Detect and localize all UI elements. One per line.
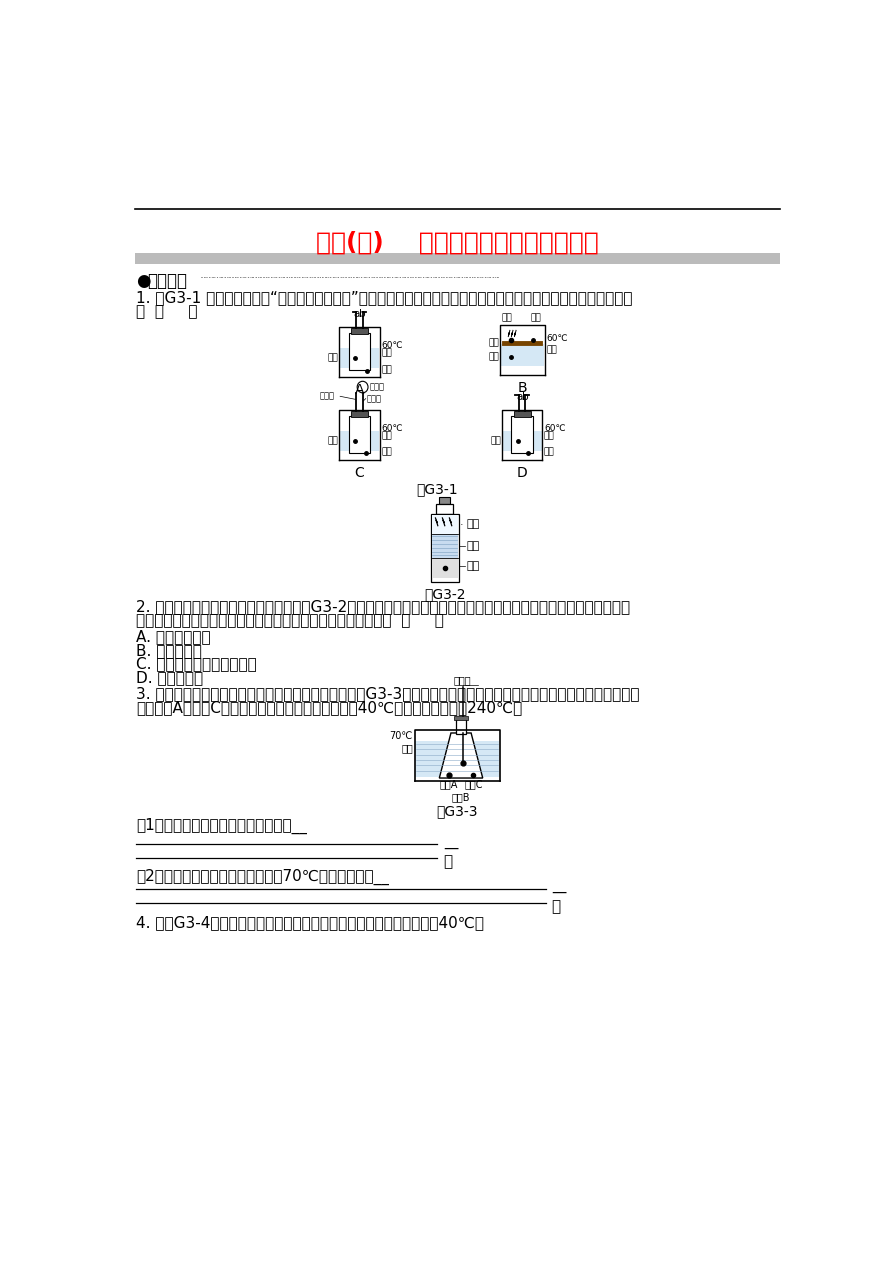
- Text: ●: ●: [136, 273, 151, 290]
- Text: 白磷: 白磷: [501, 313, 512, 322]
- Text: 玻璃管: 玻璃管: [319, 391, 334, 401]
- FancyBboxPatch shape: [340, 348, 379, 369]
- Text: 氧气: 氧气: [467, 520, 480, 529]
- FancyBboxPatch shape: [431, 514, 458, 582]
- FancyBboxPatch shape: [351, 411, 368, 416]
- Text: 白磷A: 白磷A: [440, 780, 458, 790]
- Text: 典题训练: 典题训练: [147, 273, 187, 290]
- Text: 图G3-3: 图G3-3: [436, 804, 478, 818]
- Text: （2）结合本实验目的，写出烧杯中70℃热水的作用：__: （2）结合本实验目的，写出烧杯中70℃热水的作用：__: [136, 870, 389, 885]
- Text: a: a: [353, 309, 359, 319]
- Text: 红磷: 红磷: [381, 366, 392, 375]
- Text: 矪气球: 矪气球: [369, 382, 384, 391]
- Text: 红磷: 红磷: [531, 313, 541, 322]
- Text: 专项(三)    燃烧条件的实验设计与改进: 专项(三) 燃烧条件的实验设计与改进: [316, 231, 599, 255]
- Text: A. 必须用力振荡: A. 必须用力振荡: [136, 628, 211, 644]
- FancyBboxPatch shape: [456, 719, 467, 733]
- FancyBboxPatch shape: [351, 328, 368, 334]
- FancyBboxPatch shape: [440, 497, 450, 504]
- Text: D: D: [516, 467, 528, 481]
- FancyBboxPatch shape: [454, 716, 468, 719]
- FancyBboxPatch shape: [340, 432, 379, 452]
- Text: 白磷: 白磷: [328, 353, 339, 362]
- FancyBboxPatch shape: [511, 416, 533, 453]
- FancyBboxPatch shape: [432, 558, 458, 578]
- Text: 2. 小明为了探究燃烧的条件，设计了如图G3-2所示的实验装置。通过上下用力振荡塑料瓶可以看到白磷燃烧水火相容: 2. 小明为了探究燃烧的条件，设计了如图G3-2所示的实验装置。通过上下用力振荡…: [136, 599, 631, 615]
- Text: 玻璃管: 玻璃管: [367, 394, 382, 403]
- Text: 60℃: 60℃: [381, 424, 403, 433]
- FancyBboxPatch shape: [135, 254, 780, 264]
- Text: 中的白磷A与红磷C尽量拉开距离），白磷的着火点为40℃，红磷的着火点为240℃。: 中的白磷A与红磷C尽量拉开距离），白磷的着火点为40℃，红磷的着火点为240℃。: [136, 699, 523, 714]
- Text: 的场景，停止振荡则火焰息灭。该实验说明了燃烧需要的条件是  （     ）: 的场景，停止振荡则火焰息灭。该实验说明了燃烧需要的条件是 （ ）: [136, 613, 444, 628]
- Text: D. 要有可燃物: D. 要有可燃物: [136, 670, 203, 685]
- FancyBboxPatch shape: [349, 333, 370, 370]
- Text: 70℃: 70℃: [390, 732, 413, 742]
- Text: 热水: 热水: [544, 432, 555, 440]
- Text: 热水: 热水: [401, 743, 413, 753]
- FancyBboxPatch shape: [416, 742, 499, 776]
- Text: 红磷C: 红磷C: [464, 780, 483, 790]
- Text: 60℃: 60℃: [381, 341, 403, 350]
- Text: A: A: [355, 384, 364, 398]
- Text: （1）写出锥形瓶中发生的实验现象：__: （1）写出锥形瓶中发生的实验现象：__: [136, 818, 307, 834]
- Text: 热水: 热水: [381, 432, 392, 440]
- Text: 温度计: 温度计: [454, 675, 471, 685]
- Text: —: —: [443, 840, 458, 856]
- Text: 白磷: 白磷: [488, 352, 499, 362]
- Text: 红磷: 红磷: [544, 447, 555, 456]
- Text: B: B: [517, 381, 527, 395]
- Text: 热水: 热水: [546, 346, 557, 355]
- Text: b: b: [359, 309, 366, 319]
- Text: 白磷: 白磷: [467, 562, 480, 572]
- Text: 3. 为了研究可燃物的燃烧条件，某兴趣小组同学用如图G3-3所示装置进行实验（白磷、红磷均不超过绿豆大小，锥形瓶: 3. 为了研究可燃物的燃烧条件，某兴趣小组同学用如图G3-3所示装置进行实验（白…: [136, 685, 640, 700]
- FancyBboxPatch shape: [514, 411, 531, 416]
- FancyBboxPatch shape: [503, 432, 541, 452]
- Text: 是  （     ）: 是 （ ）: [136, 304, 198, 319]
- Text: C: C: [355, 467, 364, 481]
- Text: 白磷: 白磷: [491, 437, 501, 445]
- FancyBboxPatch shape: [500, 343, 544, 366]
- Text: C. 温度达到可燃物的着火点: C. 温度达到可燃物的着火点: [136, 656, 257, 671]
- Text: B. 与氧气接触: B. 与氧气接触: [136, 642, 202, 658]
- Text: 热水: 热水: [381, 348, 392, 357]
- Text: 60℃: 60℃: [544, 424, 566, 433]
- FancyBboxPatch shape: [432, 534, 458, 558]
- Text: —: —: [551, 885, 567, 900]
- Text: a: a: [516, 392, 523, 403]
- FancyBboxPatch shape: [436, 504, 453, 514]
- Text: b: b: [522, 392, 529, 403]
- Text: 1. 图G3-1 是某兴趣小组对“可燃物燃烧的条件”进行探究活动的装置。你认为既能达到目的又有利于环保的最佳装置: 1. 图G3-1 是某兴趣小组对“可燃物燃烧的条件”进行探究活动的装置。你认为既…: [136, 290, 632, 305]
- Text: 红磷: 红磷: [381, 447, 392, 456]
- FancyBboxPatch shape: [432, 515, 458, 534]
- Text: 图G3-1: 图G3-1: [417, 482, 458, 496]
- Ellipse shape: [357, 381, 368, 392]
- Text: 铜片: 铜片: [488, 338, 499, 347]
- Text: 图G3-2: 图G3-2: [424, 587, 466, 601]
- Text: 白磷B: 白磷B: [451, 791, 470, 801]
- Text: 4. 用图G3-4所示实验验证可燃物燃烧的条件。已知：白磷的着火点为40℃。: 4. 用图G3-4所示实验验证可燃物燃烧的条件。已知：白磷的着火点为40℃。: [136, 915, 484, 930]
- Polygon shape: [440, 733, 483, 779]
- Text: 。: 。: [443, 854, 452, 870]
- FancyBboxPatch shape: [349, 416, 370, 453]
- Text: 白磷: 白磷: [328, 437, 339, 445]
- Text: 热水: 热水: [467, 540, 480, 550]
- Text: 。: 。: [551, 899, 561, 914]
- Text: 60℃: 60℃: [546, 334, 568, 343]
